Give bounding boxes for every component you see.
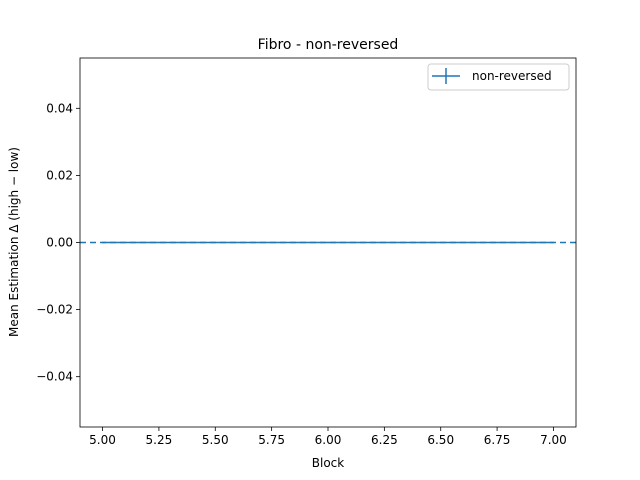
legend-entry-non-reversed: non-reversed	[472, 69, 552, 83]
y-tick-label: 0.02	[46, 168, 73, 182]
y-tick-label: 0.04	[46, 101, 73, 115]
x-tick-label: 5.75	[258, 433, 285, 447]
y-tick-label: −0.04	[36, 370, 73, 384]
data-point	[327, 241, 329, 244]
series-layer	[101, 241, 555, 244]
x-tick-label: 6.25	[371, 433, 398, 447]
legend-box	[427, 63, 570, 91]
x-tick-label: 5.00	[89, 433, 116, 447]
x-tick-label: 5.50	[202, 433, 229, 447]
legend: non-reversed	[427, 63, 570, 91]
x-tick-label: 6.75	[484, 433, 511, 447]
x-axis-label: Block	[312, 456, 345, 470]
x-axis-ticks: 5.00 5.25 5.50 5.75 6.00 6.25 6.50 6.75 7.00	[89, 427, 567, 447]
data-point	[101, 241, 104, 244]
x-tick-label: 6.00	[315, 433, 342, 447]
y-axis-ticks: 0.04 0.02 0.00 −0.02 −0.04	[36, 101, 80, 384]
chart-title: Fibro - non-reversed	[258, 37, 399, 53]
x-tick-label: 5.25	[146, 433, 173, 447]
x-tick-label: 7.00	[540, 433, 567, 447]
y-tick-label: −0.02	[36, 303, 73, 317]
data-point	[552, 241, 555, 244]
y-tick-label: 0.00	[46, 236, 73, 250]
x-tick-label: 6.50	[427, 433, 454, 447]
y-axis-label: Mean Estimation Δ (high − low)	[7, 147, 21, 337]
